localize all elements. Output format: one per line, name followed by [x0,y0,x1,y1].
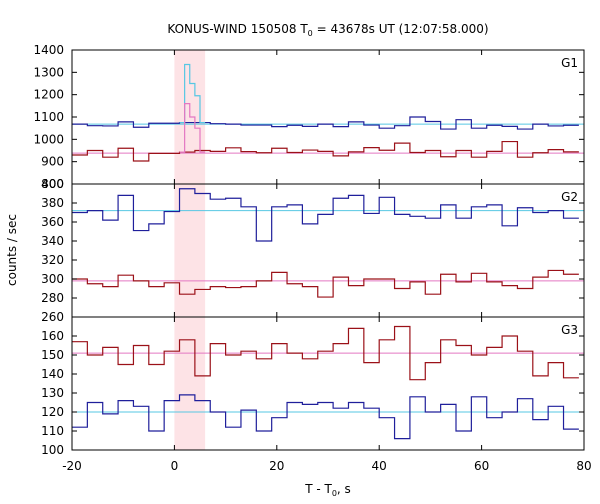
y-tick-label: 110 [41,424,64,438]
y-tick-label: 900 [41,155,64,169]
series-g3-blue [72,394,579,440]
x-tick-label: 20 [269,459,284,473]
chart-title: KONUS-WIND 150508 T0 = 43678s UT (12:07:… [167,22,488,38]
y-tick-label: 1400 [33,43,64,57]
x-axis-label: T - T0, s [304,482,351,498]
y-tick-label: 800 [41,177,64,191]
y-tick-label: 280 [41,291,64,305]
x-tick-label: 60 [474,459,489,473]
x-tick-label: 40 [372,459,387,473]
y-tick-label: 300 [41,272,64,286]
series-layer [72,63,579,440]
y-tick-label: 1300 [33,65,64,79]
y-tick-label: 340 [41,234,64,248]
series-g2-blue [72,188,579,242]
axes-layer: 80090010001100120013001400G1260280300320… [33,43,591,473]
y-tick-label: 400 [41,177,64,191]
panel-label-g3: G3 [561,323,578,337]
y-tick-label: 1100 [33,110,64,124]
background-level-layer [72,123,584,413]
y-tick-label: 360 [41,215,64,229]
x-tick-label: -20 [62,459,82,473]
y-tick-label: 130 [41,386,64,400]
y-tick-label: 100 [41,443,64,457]
peak-series-g1-pink [179,103,206,153]
panel-frame-g3 [71,316,585,451]
series-g3-dark_red [72,325,579,381]
y-tick-label: 260 [41,310,64,324]
series-g2-dark_red [72,269,579,298]
panel-label-g1: G1 [561,56,578,70]
y-tick-label: 380 [41,196,64,210]
panel-frame-g1 [71,49,585,185]
x-tick-label: 80 [576,459,591,473]
y-tick-label: 120 [41,405,64,419]
y-tick-label: 160 [41,329,64,343]
x-tick-label: 0 [171,459,179,473]
y-tick-label: 320 [41,253,64,267]
y-tick-label: 1200 [33,88,64,102]
series-g1-blue [72,116,579,130]
y-tick-label: 140 [41,367,64,381]
panel-label-g2: G2 [561,190,578,204]
y-tick-label: 1000 [33,132,64,146]
y-axis-label: counts / sec [5,214,19,286]
series-g1-dark_red [72,140,579,162]
y-tick-label: 150 [41,348,64,362]
peak-series-g1-cyan [179,63,206,124]
